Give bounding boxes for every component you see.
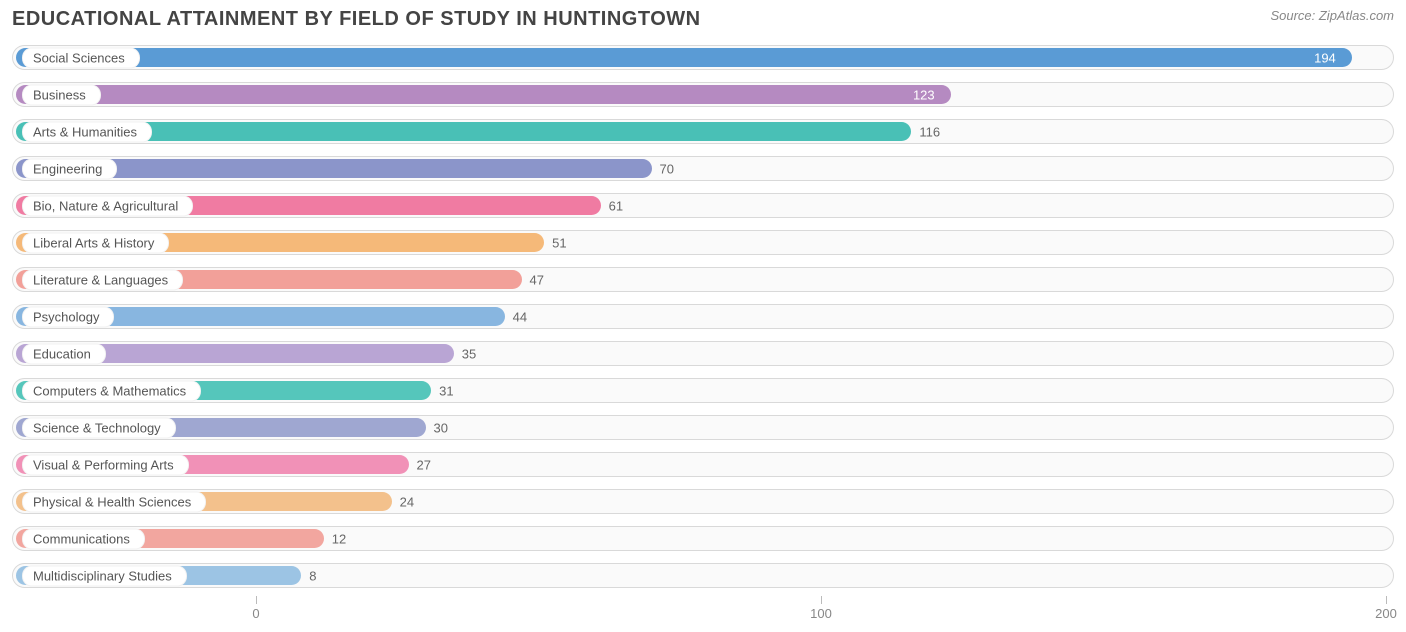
value-label: 51	[552, 235, 566, 250]
chart-title: EDUCATIONAL ATTAINMENT BY FIELD OF STUDY…	[12, 8, 701, 31]
bar-row: Liberal Arts & History 51	[12, 226, 1394, 259]
chart-area: Social Sciences 194 Business 123 Arts & Huma…	[12, 41, 1394, 626]
bar-row: Science & Technology 30	[12, 411, 1394, 444]
value-label: 30	[434, 420, 448, 435]
value-label: 194	[1314, 50, 1336, 65]
chart-source: Source: ZipAtlas.com	[1270, 8, 1394, 23]
value-label: 35	[462, 346, 476, 361]
category-pill: Communications	[22, 528, 145, 549]
category-pill: Liberal Arts & History	[22, 232, 169, 253]
category-pill: Arts & Humanities	[22, 121, 152, 142]
bar	[16, 85, 951, 104]
x-axis: 0 100 200	[12, 596, 1394, 626]
value-label: 31	[439, 383, 453, 398]
category-pill: Science & Technology	[22, 417, 176, 438]
bar-row: Multidisciplinary Studies 8	[12, 559, 1394, 592]
value-label: 61	[609, 198, 623, 213]
category-pill: Social Sciences	[22, 47, 140, 68]
bar-row: Literature & Languages 47	[12, 263, 1394, 296]
axis-tick	[1386, 596, 1387, 604]
value-label: 27	[417, 457, 431, 472]
bar-row: Visual & Performing Arts 27	[12, 448, 1394, 481]
category-pill: Physical & Health Sciences	[22, 491, 206, 512]
bar-row: Arts & Humanities 116	[12, 115, 1394, 148]
category-pill: Education	[22, 343, 106, 364]
value-label: 8	[309, 568, 316, 583]
category-pill: Engineering	[22, 158, 117, 179]
bar-row: Business 123	[12, 78, 1394, 111]
axis-label: 200	[1375, 606, 1397, 621]
bar-row: Social Sciences 194	[12, 41, 1394, 74]
value-label: 123	[913, 87, 935, 102]
axis-label: 100	[810, 606, 832, 621]
bar-row: Engineering 70	[12, 152, 1394, 185]
category-pill: Visual & Performing Arts	[22, 454, 189, 475]
category-pill: Computers & Mathematics	[22, 380, 201, 401]
bar-row: Psychology 44	[12, 300, 1394, 333]
value-label: 24	[400, 494, 414, 509]
value-label: 47	[530, 272, 544, 287]
axis-tick	[256, 596, 257, 604]
category-pill: Literature & Languages	[22, 269, 183, 290]
value-label: 70	[660, 161, 674, 176]
bar-row: Communications 12	[12, 522, 1394, 555]
category-pill: Bio, Nature & Agricultural	[22, 195, 193, 216]
axis-tick	[821, 596, 822, 604]
chart-header: EDUCATIONAL ATTAINMENT BY FIELD OF STUDY…	[12, 8, 1394, 31]
category-pill: Psychology	[22, 306, 114, 327]
bar-row: Education 35	[12, 337, 1394, 370]
value-label: 44	[513, 309, 527, 324]
bar	[16, 48, 1352, 67]
axis-label: 0	[252, 606, 259, 621]
category-pill: Business	[22, 84, 101, 105]
category-pill: Multidisciplinary Studies	[22, 565, 187, 586]
value-label: 12	[332, 531, 346, 546]
bar-row: Computers & Mathematics 31	[12, 374, 1394, 407]
bar-row: Physical & Health Sciences 24	[12, 485, 1394, 518]
value-label: 116	[919, 124, 940, 139]
bar-row: Bio, Nature & Agricultural 61	[12, 189, 1394, 222]
